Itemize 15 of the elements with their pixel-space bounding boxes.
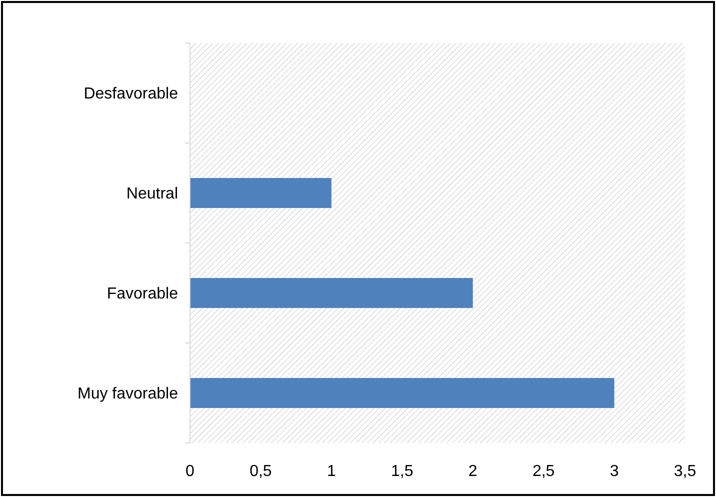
x-tick-label: 2 <box>468 463 478 480</box>
y-tick-label: Muy favorable <box>78 386 178 403</box>
y-tick-label: Favorable <box>106 286 178 303</box>
y-tick-label: Neutral <box>126 186 178 203</box>
bar <box>190 178 332 208</box>
x-tick-label: 3 <box>610 463 619 480</box>
x-tick-label: 1 <box>326 463 336 480</box>
x-tick-label: 1,5 <box>391 463 414 480</box>
x-tick-label: 0 <box>186 463 195 480</box>
x-tick-label: 0,5 <box>250 463 272 480</box>
x-tick-label: 2,5 <box>532 463 555 480</box>
bar <box>190 378 614 408</box>
x-tick-label: 3,5 <box>674 463 696 480</box>
bar <box>190 278 473 308</box>
y-tick-label: Desfavorable <box>84 86 178 103</box>
